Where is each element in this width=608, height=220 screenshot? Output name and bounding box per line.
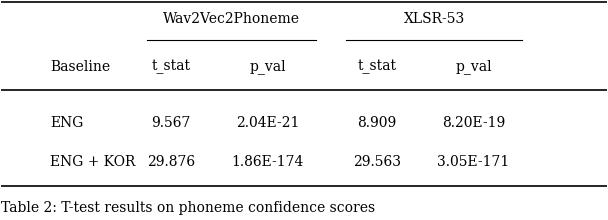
Text: t_stat: t_stat [151, 59, 190, 74]
Text: ENG: ENG [50, 116, 83, 130]
Text: p_val: p_val [249, 59, 286, 74]
Text: 8.20E-19: 8.20E-19 [442, 116, 505, 130]
Text: 29.563: 29.563 [353, 155, 401, 169]
Text: 2.04E-21: 2.04E-21 [236, 116, 299, 130]
Text: Table 2: T-test results on phoneme confidence scores: Table 2: T-test results on phoneme confi… [1, 201, 376, 215]
Text: 3.05E-171: 3.05E-171 [437, 155, 510, 169]
Text: 8.909: 8.909 [357, 116, 396, 130]
Text: t_stat: t_stat [357, 59, 396, 74]
Text: 1.86E-174: 1.86E-174 [232, 155, 304, 169]
Text: 29.876: 29.876 [147, 155, 195, 169]
Text: p_val: p_val [455, 59, 492, 74]
Text: Baseline: Baseline [50, 60, 110, 73]
Text: Wav2Vec2Phoneme: Wav2Vec2Phoneme [163, 12, 300, 26]
Text: XLSR-53: XLSR-53 [404, 12, 465, 26]
Text: ENG + KOR: ENG + KOR [50, 155, 135, 169]
Text: 9.567: 9.567 [151, 116, 190, 130]
